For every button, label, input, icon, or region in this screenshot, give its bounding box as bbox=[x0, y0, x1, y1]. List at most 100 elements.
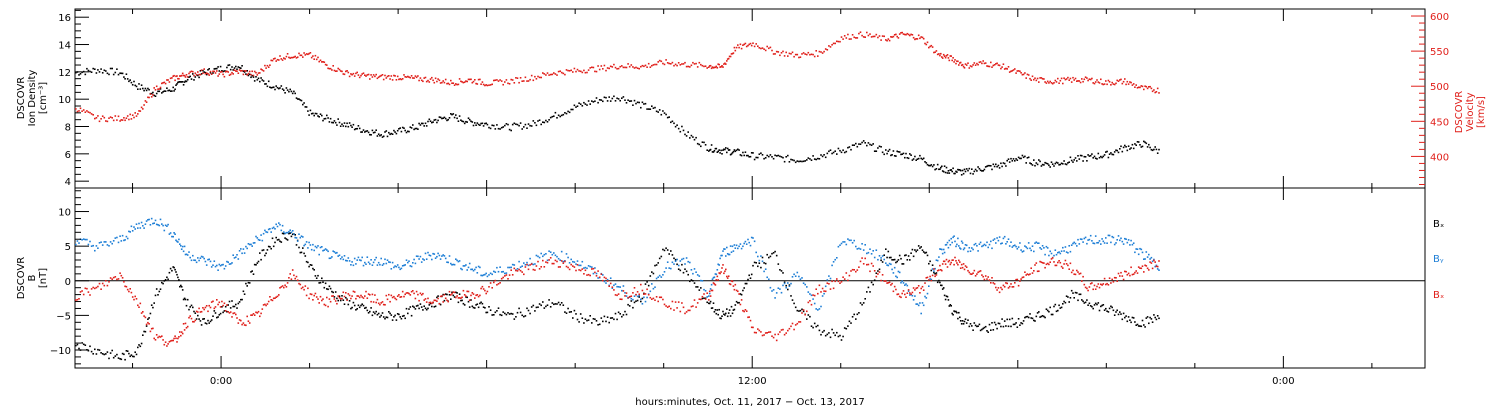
data-point-by bbox=[622, 285, 625, 287]
data-point-bz bbox=[990, 282, 992, 284]
data-point-by bbox=[829, 277, 832, 280]
data-point-bz bbox=[455, 296, 457, 299]
data-point-bx bbox=[1058, 304, 1060, 307]
data-point-density bbox=[665, 113, 667, 116]
data-point-by bbox=[728, 253, 731, 256]
data-point-by bbox=[856, 248, 859, 250]
data-point-by bbox=[404, 264, 406, 266]
data-point-bx bbox=[89, 345, 91, 348]
data-point-bx bbox=[763, 262, 765, 264]
data-point-bx bbox=[444, 293, 447, 295]
data-point-by bbox=[82, 238, 85, 240]
data-point-by bbox=[734, 247, 737, 249]
data-point-bz bbox=[180, 334, 182, 337]
data-point-by bbox=[511, 263, 514, 266]
data-point-bz bbox=[437, 297, 439, 300]
data-point-density bbox=[256, 79, 259, 81]
data-point-by bbox=[1119, 239, 1121, 242]
data-point-bx bbox=[727, 312, 730, 314]
data-point-by bbox=[456, 259, 458, 262]
data-point-bz bbox=[303, 288, 305, 291]
data-point-density bbox=[511, 123, 514, 126]
data-point-bx bbox=[1021, 322, 1024, 325]
data-point-density bbox=[377, 133, 380, 135]
data-point-by bbox=[1143, 258, 1145, 260]
data-point-by bbox=[1130, 239, 1132, 242]
data-point-bx bbox=[1150, 318, 1153, 320]
data-point-density bbox=[909, 153, 911, 155]
data-point-bz bbox=[409, 294, 412, 296]
data-point-velocity bbox=[213, 70, 216, 73]
data-point-bx bbox=[328, 285, 331, 288]
data-point-velocity bbox=[993, 64, 996, 66]
data-point-bx bbox=[761, 256, 764, 259]
data-point-bz bbox=[238, 319, 241, 321]
data-point-velocity bbox=[815, 50, 817, 52]
data-point-bz bbox=[905, 296, 907, 298]
data-point-bx bbox=[390, 314, 393, 316]
data-point-density bbox=[972, 173, 974, 175]
data-point-by bbox=[276, 225, 279, 228]
data-point-velocity bbox=[732, 52, 735, 54]
data-point-by bbox=[788, 285, 791, 287]
data-point-by bbox=[1012, 245, 1015, 247]
data-point-by bbox=[135, 223, 138, 225]
data-point-velocity bbox=[1046, 80, 1049, 83]
data-point-bz bbox=[837, 280, 840, 283]
data-point-velocity bbox=[369, 78, 371, 80]
data-point-density bbox=[161, 92, 163, 94]
data-point-by bbox=[453, 263, 456, 266]
data-point-bx bbox=[1127, 316, 1130, 318]
data-point-density bbox=[386, 135, 389, 138]
data-point-bx bbox=[139, 345, 142, 348]
data-point-density bbox=[75, 71, 77, 74]
data-point-by bbox=[670, 267, 672, 270]
data-point-by bbox=[97, 247, 99, 249]
data-point-bz bbox=[524, 266, 527, 268]
data-point-bx bbox=[1136, 323, 1139, 326]
data-point-by bbox=[553, 252, 555, 254]
data-point-by bbox=[1155, 264, 1158, 267]
data-point-by bbox=[943, 251, 946, 254]
data-point-bx bbox=[673, 257, 675, 260]
data-point-velocity bbox=[1041, 78, 1044, 80]
data-point-density bbox=[719, 152, 721, 154]
data-point-by bbox=[262, 232, 265, 235]
data-point-density bbox=[1079, 154, 1082, 157]
data-point-bz bbox=[333, 298, 336, 300]
data-point-velocity bbox=[537, 75, 539, 78]
data-point-bx bbox=[125, 350, 128, 352]
data-point-density bbox=[603, 96, 606, 99]
data-point-by bbox=[432, 252, 434, 255]
data-point-density bbox=[412, 124, 414, 126]
data-point-velocity bbox=[453, 84, 456, 86]
data-point-velocity bbox=[278, 59, 280, 61]
data-point-by bbox=[997, 239, 1000, 242]
data-point-velocity bbox=[481, 81, 484, 83]
data-point-velocity bbox=[510, 78, 512, 81]
data-point-by bbox=[227, 261, 229, 263]
data-point-velocity bbox=[1156, 87, 1159, 90]
data-point-bx bbox=[480, 301, 482, 304]
data-point-velocity bbox=[1132, 83, 1135, 85]
data-point-density bbox=[689, 137, 691, 139]
data-point-bz bbox=[1102, 283, 1105, 285]
data-point-bz bbox=[345, 292, 347, 294]
data-point-density bbox=[390, 132, 393, 135]
data-point-bz bbox=[926, 276, 929, 279]
data-point-by bbox=[1053, 254, 1055, 257]
data-point-bz bbox=[742, 309, 744, 312]
data-point-bx bbox=[542, 301, 544, 303]
data-point-bz bbox=[140, 312, 143, 314]
data-point-bx bbox=[437, 295, 439, 297]
data-point-by bbox=[920, 312, 922, 315]
data-point-density bbox=[513, 122, 516, 125]
data-point-bz bbox=[900, 296, 902, 299]
data-point-velocity bbox=[1025, 77, 1027, 79]
data-point-bx bbox=[739, 293, 742, 295]
data-point-velocity bbox=[246, 74, 248, 76]
data-point-velocity bbox=[627, 63, 629, 65]
data-point-bx bbox=[235, 303, 237, 306]
data-point-density bbox=[551, 115, 554, 118]
data-point-velocity bbox=[538, 76, 541, 79]
